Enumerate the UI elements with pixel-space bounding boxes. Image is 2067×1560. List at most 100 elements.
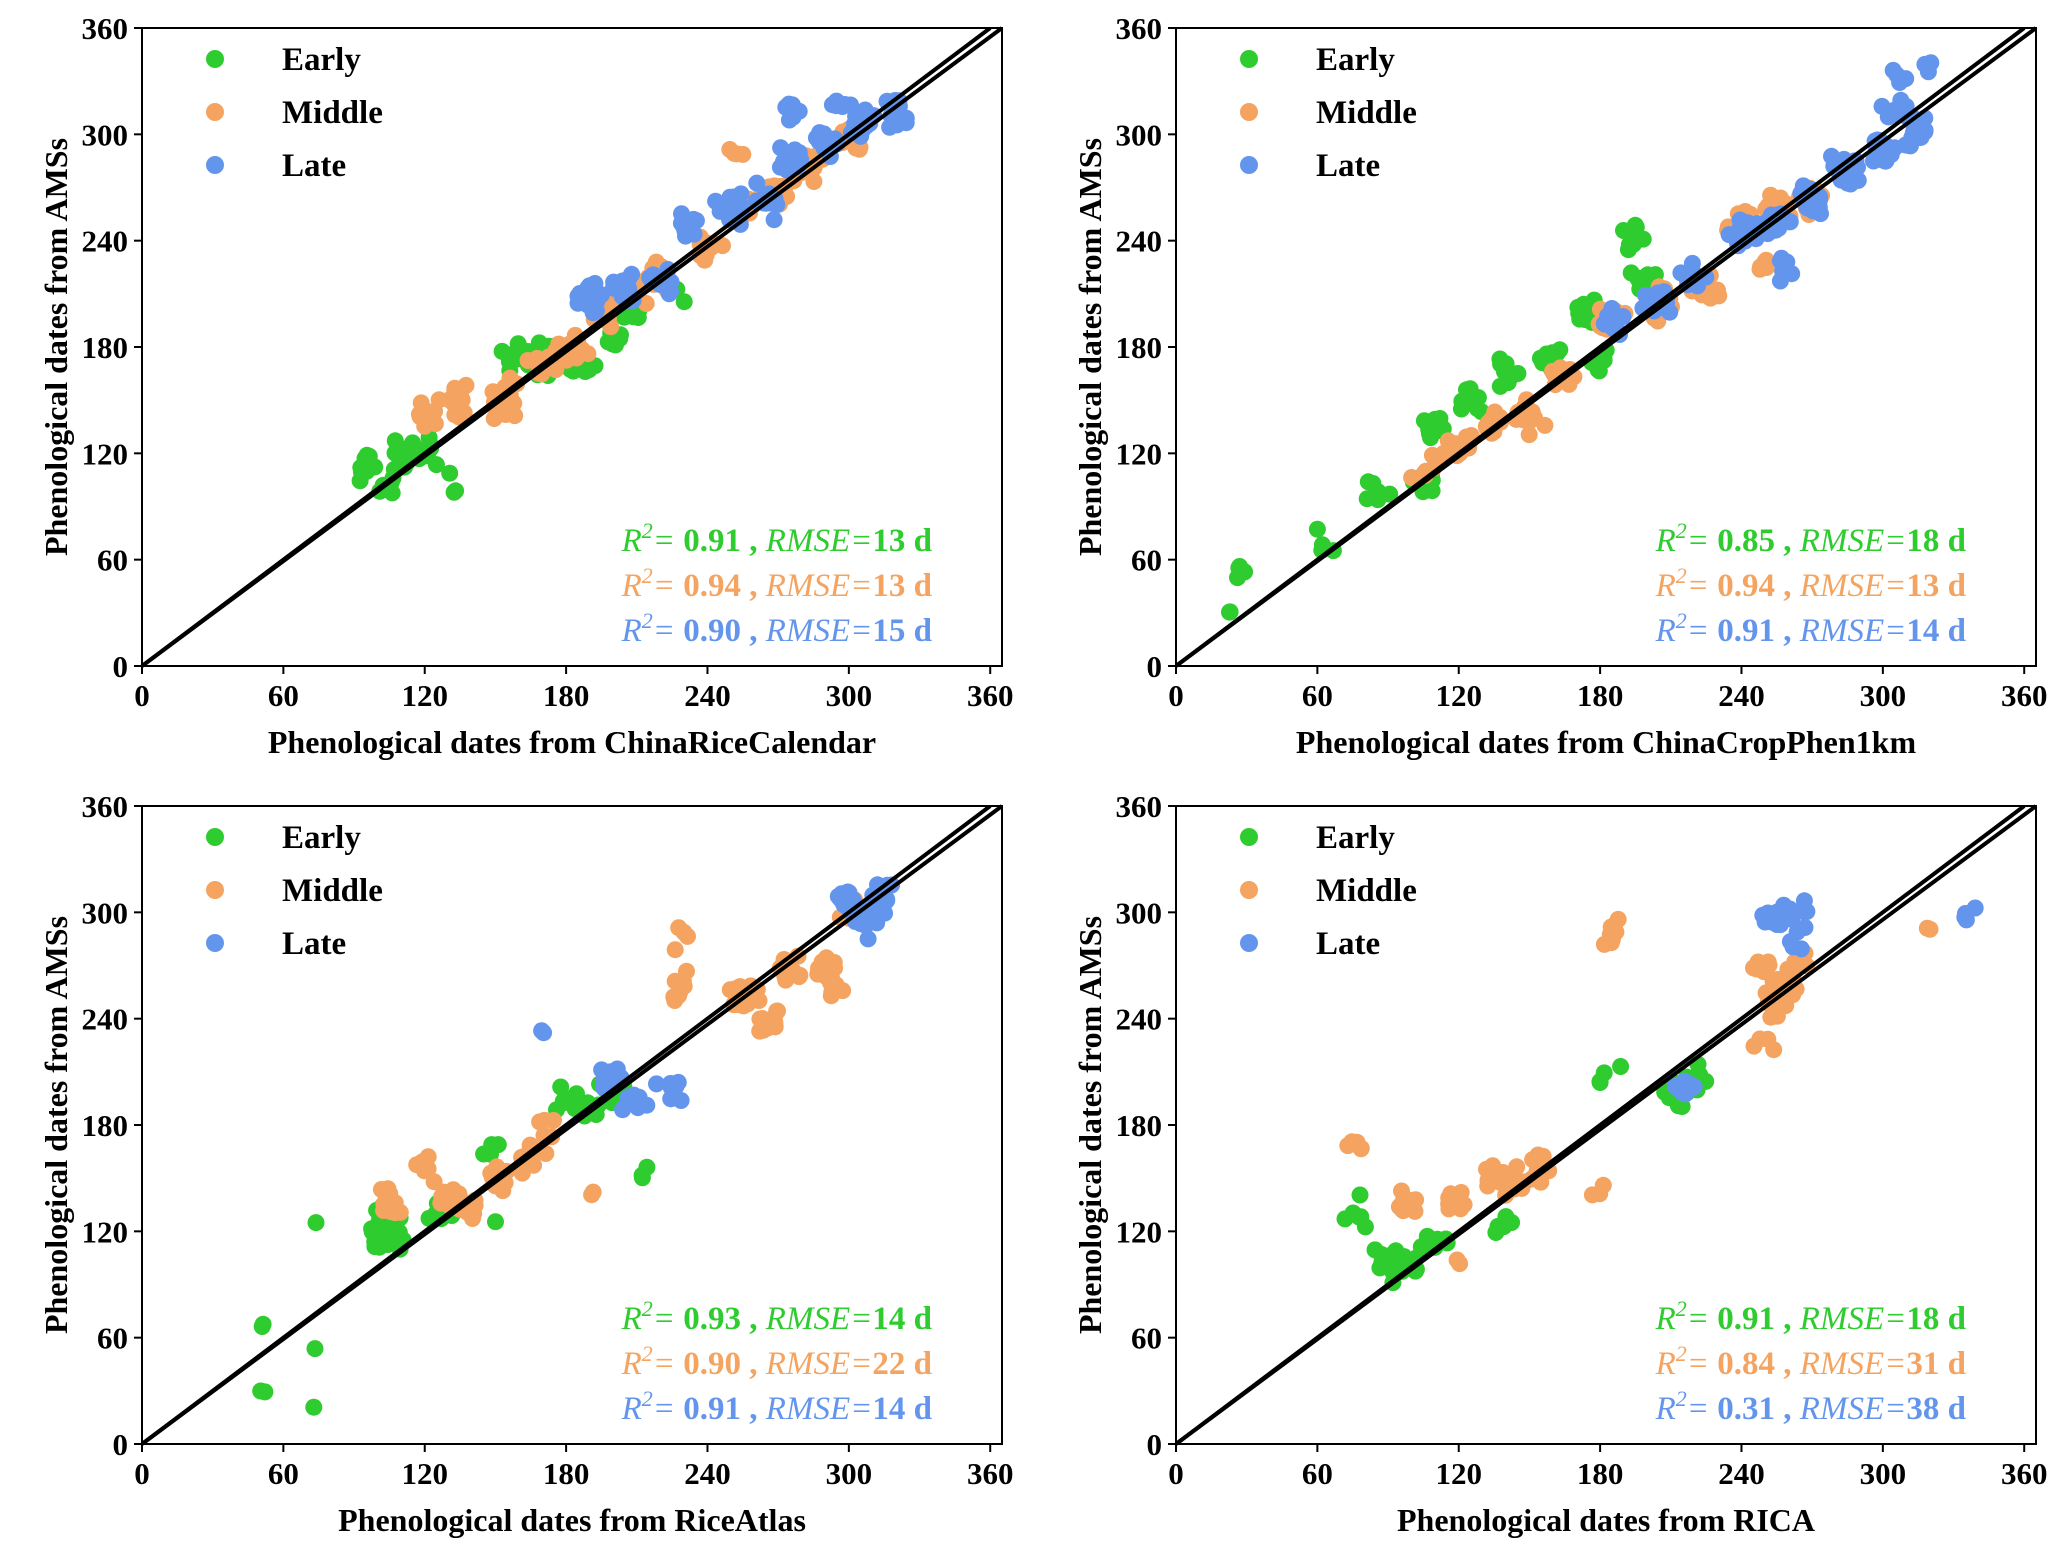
one-to-one-line-extension — [140, 26, 1004, 668]
point-middle — [679, 927, 696, 945]
point-early — [305, 1398, 323, 1416]
point-middle — [637, 295, 655, 312]
point-early — [256, 1383, 274, 1401]
x-tick-label: 60 — [1302, 678, 1333, 713]
y-tick-label: 120 — [82, 1214, 129, 1249]
x-tick-label: 120 — [401, 1456, 448, 1491]
point-middle — [805, 173, 823, 190]
point-late — [890, 92, 908, 110]
point-early — [1308, 520, 1326, 538]
y-tick-label: 360 — [1116, 789, 1163, 824]
point-late — [1873, 149, 1891, 167]
point-late — [1672, 264, 1690, 282]
x-tick-label: 240 — [1718, 1456, 1765, 1491]
x-tick-label: 180 — [1577, 1456, 1624, 1491]
y-tick-label: 300 — [1116, 895, 1163, 930]
point-late — [601, 1072, 619, 1090]
point-late — [833, 892, 851, 910]
scatter-points — [252, 876, 901, 1416]
legend-label-middle: Middle — [282, 873, 383, 909]
point-late — [608, 1060, 626, 1078]
y-tick-label: 180 — [1116, 330, 1163, 365]
point-middle — [1400, 1191, 1418, 1209]
point-late — [859, 930, 877, 948]
point-middle — [416, 1162, 433, 1180]
point-late — [783, 96, 801, 114]
point-late — [1608, 309, 1626, 327]
point-early — [530, 334, 548, 352]
point-early — [1612, 1058, 1630, 1075]
x-tick-label: 240 — [1718, 678, 1765, 713]
legend-label-middle: Middle — [1316, 873, 1417, 909]
point-middle — [1749, 953, 1767, 971]
point-early — [307, 1214, 325, 1232]
point-early — [1426, 412, 1444, 430]
y-tick-label: 60 — [1131, 543, 1162, 578]
y-tick-label: 60 — [97, 543, 128, 578]
y-tick-label: 120 — [1116, 1214, 1163, 1249]
point-late — [1673, 1083, 1691, 1101]
legend-label-middle: Middle — [282, 95, 383, 131]
point-early — [552, 1078, 570, 1096]
point-early — [1418, 1227, 1436, 1245]
point-late — [765, 211, 783, 229]
point-middle — [750, 992, 768, 1009]
point-early — [483, 1136, 501, 1154]
stats-late: R2= 0.90 , RMSE=15 d — [621, 608, 932, 649]
y-tick-label: 240 — [1116, 224, 1163, 259]
x-axis-label: Phenological dates from RiceAtlas — [338, 1502, 806, 1538]
legend-marker-early — [1240, 50, 1258, 68]
point-late — [1771, 272, 1789, 290]
point-middle — [1480, 1164, 1498, 1182]
legend-label-late: Late — [1316, 148, 1380, 184]
point-late — [572, 290, 590, 308]
point-middle — [1595, 935, 1613, 953]
one-to-one-line-extension — [1174, 26, 2038, 668]
point-late — [665, 1075, 683, 1093]
point-middle — [1536, 416, 1554, 434]
stats-middle: R2= 0.94 , RMSE=13 d — [1655, 563, 1966, 604]
point-late — [823, 96, 841, 114]
point-middle — [666, 941, 684, 959]
legend-label-early: Early — [282, 820, 361, 856]
point-early — [1538, 345, 1556, 363]
point-late — [811, 124, 829, 142]
point-middle — [1520, 426, 1538, 444]
stats-early: R2= 0.85 , RMSE=18 d — [1655, 518, 1966, 559]
x-tick-label: 60 — [268, 1456, 299, 1491]
y-axis-label: Phenological dates from AMSs — [38, 916, 74, 1334]
point-early — [306, 1340, 324, 1358]
x-axis-label: Phenological dates from RICA — [1397, 1502, 1815, 1538]
point-early — [1633, 230, 1651, 248]
point-early — [1344, 1204, 1362, 1222]
legend-label-late: Late — [282, 926, 346, 962]
point-early — [1631, 273, 1649, 291]
point-early — [253, 1318, 271, 1335]
point-early — [384, 1219, 402, 1237]
point-early — [404, 434, 422, 452]
legend-marker-middle — [206, 103, 224, 121]
point-middle — [1759, 1030, 1777, 1048]
point-late — [1781, 900, 1799, 918]
point-middle — [1440, 1195, 1458, 1213]
legend-marker-late — [206, 156, 224, 174]
x-tick-label: 300 — [826, 1456, 873, 1491]
x-axis-label: Phenological dates from ChinaRiceCalenda… — [268, 724, 876, 760]
y-tick-label: 180 — [82, 1108, 129, 1143]
point-middle — [763, 1012, 781, 1030]
point-early — [633, 1169, 651, 1187]
stats-late: R2= 0.91 , RMSE=14 d — [1655, 608, 1966, 649]
point-middle — [714, 237, 731, 255]
stats-late: R2= 0.91 , RMSE=14 d — [621, 1386, 932, 1427]
x-tick-label: 360 — [2001, 678, 2048, 713]
point-middle — [1403, 469, 1421, 486]
point-late — [842, 96, 860, 114]
point-middle — [1757, 251, 1775, 269]
point-late — [779, 157, 796, 175]
point-late — [638, 1096, 656, 1114]
point-late — [707, 192, 725, 210]
y-tick-label: 300 — [82, 117, 129, 152]
point-late — [1891, 74, 1909, 91]
x-tick-label: 120 — [1435, 1456, 1482, 1491]
